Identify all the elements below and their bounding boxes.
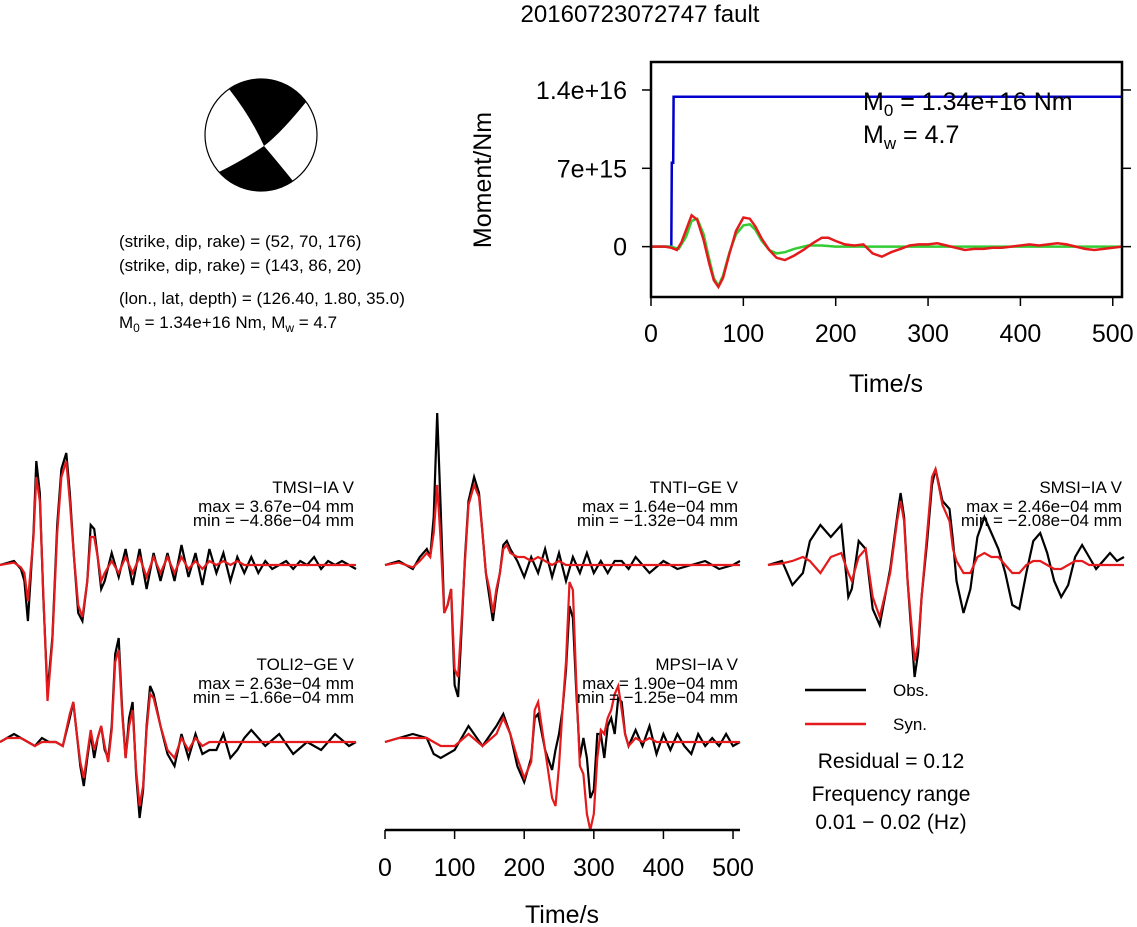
location-text: (lon., lat, depth) = (126.40, 1.80, 35.0… bbox=[119, 289, 405, 308]
station-min: min = −4.86e−04 mm bbox=[193, 511, 354, 530]
moment-y-label: Moment/Nm bbox=[469, 112, 497, 248]
beachball-quadrant bbox=[229, 79, 306, 146]
syn-trace bbox=[0, 460, 356, 702]
station-label: SMSI−IA V bbox=[1039, 478, 1122, 497]
frequency-label: Frequency range bbox=[812, 783, 971, 806]
station-min: min = −1.32e−04 mm bbox=[577, 511, 738, 530]
station-label: TNTI−GE V bbox=[650, 478, 739, 497]
waveform-x-tick-label: 200 bbox=[503, 854, 545, 882]
station-max: max = 1.90e−04 mm bbox=[582, 674, 738, 693]
syn-trace bbox=[767, 465, 1124, 662]
mechanism-info: (strike, dip, rake) = (52, 70, 176) (str… bbox=[119, 232, 405, 335]
legend-obs-label: Obs. bbox=[893, 681, 929, 700]
m0-annotation: M0 = 1.34e+16 Nm bbox=[863, 88, 1073, 120]
beachball-icon bbox=[204, 78, 318, 192]
station-label: MPSI−IA V bbox=[655, 655, 738, 674]
moment-x-tick-label: 100 bbox=[722, 320, 764, 348]
station-min: min = −2.08e−04 mm bbox=[961, 511, 1122, 530]
moment-x-tick-label: 0 bbox=[644, 320, 658, 348]
station-label: TOLI2−GE V bbox=[257, 655, 355, 674]
obs-trace bbox=[384, 605, 741, 799]
moment-x-tick-label: 400 bbox=[1000, 320, 1042, 348]
moment-y-tick-label: 1.4e+16 bbox=[536, 77, 627, 105]
nodal-plane-2: (strike, dip, rake) = (143, 86, 20) bbox=[119, 256, 361, 275]
waveform-x-tick-label: 500 bbox=[712, 854, 754, 882]
waveform-x-tick-label: 300 bbox=[573, 854, 615, 882]
moment-y-tick-label: 0 bbox=[613, 234, 627, 262]
moment-x-tick-label: 500 bbox=[1092, 320, 1134, 348]
syn-trace bbox=[384, 581, 740, 831]
station-label: TMSI−IA V bbox=[272, 478, 354, 497]
mw-annotation: Mw = 4.7 bbox=[863, 121, 959, 153]
syn-trace bbox=[384, 481, 740, 678]
obs-trace bbox=[767, 468, 1125, 678]
moment-text: M0 = 1.34e+16 Nm, Mw = 4.7 bbox=[119, 313, 337, 335]
nodal-plane-1: (strike, dip, rake) = (52, 70, 176) bbox=[119, 232, 361, 251]
legend-syn-label: Syn. bbox=[893, 715, 927, 734]
waveform-x-label: Time/s bbox=[525, 901, 599, 927]
station-max: max = 2.46e−04 mm bbox=[966, 497, 1122, 516]
moment-plot: 0 100 200 300 400 500 0 7e+15 1.4e+16 Time/s Mom… bbox=[469, 60, 1134, 398]
series-moment_rate bbox=[651, 213, 1123, 290]
frequency-value: 0.01 − 0.02 (Hz) bbox=[815, 811, 966, 834]
residual-text: Residual = 0.12 bbox=[818, 750, 965, 773]
station-max: max = 3.67e−04 mm bbox=[198, 497, 354, 516]
figure-title: 20160723072747 fault bbox=[521, 1, 760, 28]
legend: Obs. Syn. Residual = 0.12 Frequency rang… bbox=[805, 681, 970, 834]
moment-x-tick-label: 300 bbox=[907, 320, 949, 348]
station-min: min = −1.25e−04 mm bbox=[577, 688, 738, 707]
station-max: max = 2.63e−04 mm bbox=[198, 674, 354, 693]
moment-plot-frame bbox=[649, 60, 1124, 299]
waveform-time-axis: 0 100 200 300 400 500 bbox=[378, 828, 754, 882]
beachball-quadrant bbox=[219, 146, 293, 192]
series-fit bbox=[651, 217, 1122, 289]
syn-trace bbox=[0, 649, 356, 807]
moment-x-tick-label: 200 bbox=[815, 320, 857, 348]
station-max: max = 1.64e−04 mm bbox=[582, 497, 738, 516]
waveform-x-tick-label: 0 bbox=[378, 854, 392, 882]
waveform-x-tick-label: 400 bbox=[643, 854, 685, 882]
station-min: min = −1.66e−04 mm bbox=[193, 688, 354, 707]
moment-y-tick-label: 7e+15 bbox=[557, 155, 627, 183]
moment-x-label: Time/s bbox=[849, 370, 923, 398]
waveform-x-tick-label: 100 bbox=[434, 854, 476, 882]
